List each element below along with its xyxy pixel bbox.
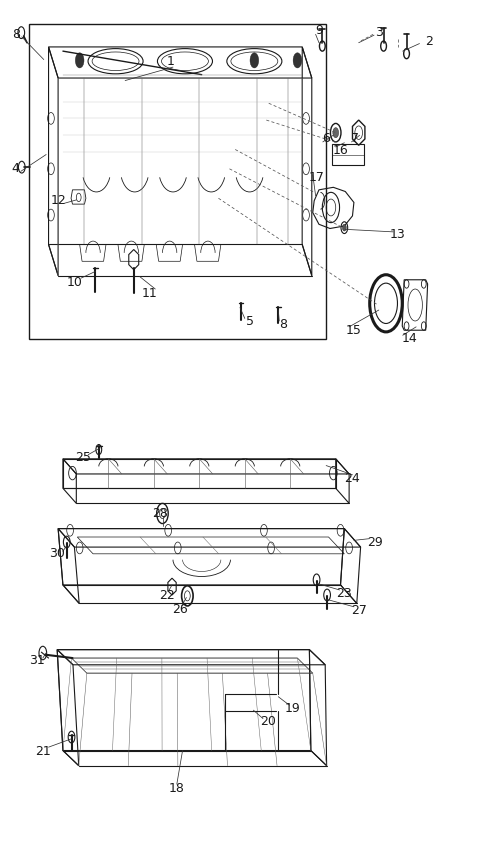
Text: 20: 20 bbox=[260, 716, 276, 728]
Text: 4: 4 bbox=[11, 163, 19, 175]
Text: 30: 30 bbox=[49, 547, 65, 560]
Text: 8: 8 bbox=[279, 317, 287, 331]
Bar bbox=[29, 24, 326, 339]
Text: 21: 21 bbox=[35, 745, 51, 758]
Circle shape bbox=[333, 128, 338, 138]
Text: 31: 31 bbox=[29, 654, 45, 667]
Text: 9: 9 bbox=[315, 24, 323, 37]
Text: 5: 5 bbox=[246, 315, 253, 328]
Text: 18: 18 bbox=[169, 782, 185, 795]
Text: 10: 10 bbox=[67, 276, 83, 289]
Text: 2: 2 bbox=[425, 35, 433, 47]
Text: 1: 1 bbox=[167, 55, 175, 67]
Text: 8: 8 bbox=[12, 28, 20, 40]
Text: 17: 17 bbox=[309, 171, 324, 184]
Bar bbox=[332, 145, 364, 166]
Text: 26: 26 bbox=[172, 603, 188, 616]
Text: 22: 22 bbox=[159, 589, 175, 601]
Text: 19: 19 bbox=[285, 702, 300, 715]
Text: 15: 15 bbox=[346, 323, 362, 337]
Text: 27: 27 bbox=[351, 604, 367, 616]
Circle shape bbox=[293, 53, 302, 68]
Text: 28: 28 bbox=[152, 507, 168, 520]
Text: 25: 25 bbox=[75, 450, 91, 464]
Circle shape bbox=[250, 53, 259, 68]
Circle shape bbox=[75, 53, 84, 68]
Text: 24: 24 bbox=[345, 472, 360, 485]
Text: 12: 12 bbox=[50, 195, 66, 207]
Text: 23: 23 bbox=[336, 587, 352, 600]
Circle shape bbox=[342, 224, 346, 231]
Text: 16: 16 bbox=[333, 144, 348, 157]
Text: 13: 13 bbox=[390, 228, 406, 241]
Text: 29: 29 bbox=[367, 536, 383, 548]
Text: 6: 6 bbox=[322, 132, 330, 145]
Text: 3: 3 bbox=[375, 26, 383, 39]
Text: 7: 7 bbox=[351, 132, 359, 145]
Text: 14: 14 bbox=[402, 332, 418, 345]
Text: 11: 11 bbox=[141, 287, 157, 300]
